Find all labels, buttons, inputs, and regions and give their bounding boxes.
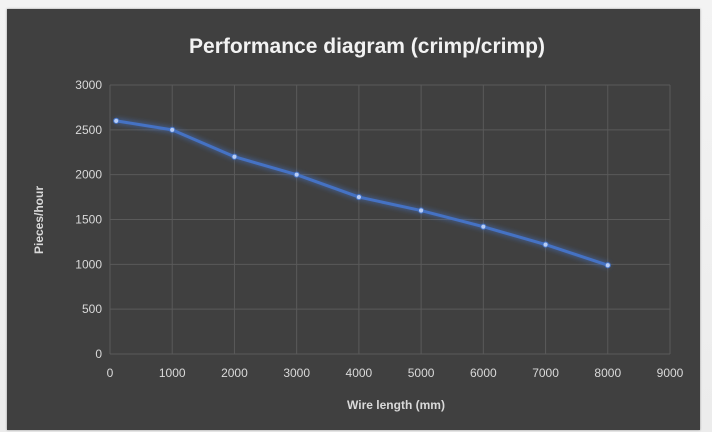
y-axis-ticks: 0 500 1000 1500 2000 2500 3000 xyxy=(75,78,102,361)
data-point xyxy=(355,193,362,201)
x-tick-label: 2000 xyxy=(221,366,248,380)
data-point xyxy=(113,117,120,124)
x-tick-label: 1000 xyxy=(159,366,186,380)
gridlines xyxy=(109,84,671,355)
x-tick-label: 5000 xyxy=(408,366,435,380)
y-axis-label: Pieces/hour xyxy=(32,186,46,254)
x-tick-label: 4000 xyxy=(346,366,373,380)
x-axis-label: Wire length (mm) xyxy=(347,398,445,412)
x-tick-label: 6000 xyxy=(470,366,497,380)
x-tick-label: 0 xyxy=(107,366,114,380)
y-tick-label: 2500 xyxy=(75,123,102,137)
series-line xyxy=(114,119,610,267)
data-point xyxy=(418,207,425,214)
chart-panel: Performance diagram (crimp/crimp) 0 500 10… xyxy=(7,9,700,430)
y-tick-label: 2000 xyxy=(75,168,102,182)
data-point xyxy=(542,241,549,248)
data-point xyxy=(480,223,487,230)
data-point xyxy=(604,262,611,269)
y-tick-label: 0 xyxy=(95,347,102,361)
data-series xyxy=(113,117,611,269)
x-tick-label: 7000 xyxy=(532,366,559,380)
x-axis-ticks: 0 1000 2000 3000 4000 5000 6000 7000 8000 9000 xyxy=(107,366,684,380)
y-tick-label: 3000 xyxy=(75,78,102,92)
data-point xyxy=(293,171,300,178)
y-tick-label: 1500 xyxy=(75,213,102,227)
y-tick-label: 500 xyxy=(82,302,102,316)
data-point xyxy=(231,153,238,160)
x-tick-label: 9000 xyxy=(657,366,684,380)
performance-chart: Performance diagram (crimp/crimp) 0 500 10… xyxy=(32,35,684,412)
y-tick-label: 1000 xyxy=(75,257,102,271)
x-tick-label: 3000 xyxy=(283,366,310,380)
x-tick-label: 8000 xyxy=(594,366,621,380)
chart-title: Performance diagram (crimp/crimp) xyxy=(189,35,545,58)
data-point xyxy=(169,126,176,133)
